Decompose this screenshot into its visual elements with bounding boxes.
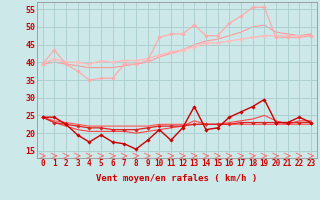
X-axis label: Vent moyen/en rafales ( km/h ): Vent moyen/en rafales ( km/h ) <box>96 174 257 183</box>
